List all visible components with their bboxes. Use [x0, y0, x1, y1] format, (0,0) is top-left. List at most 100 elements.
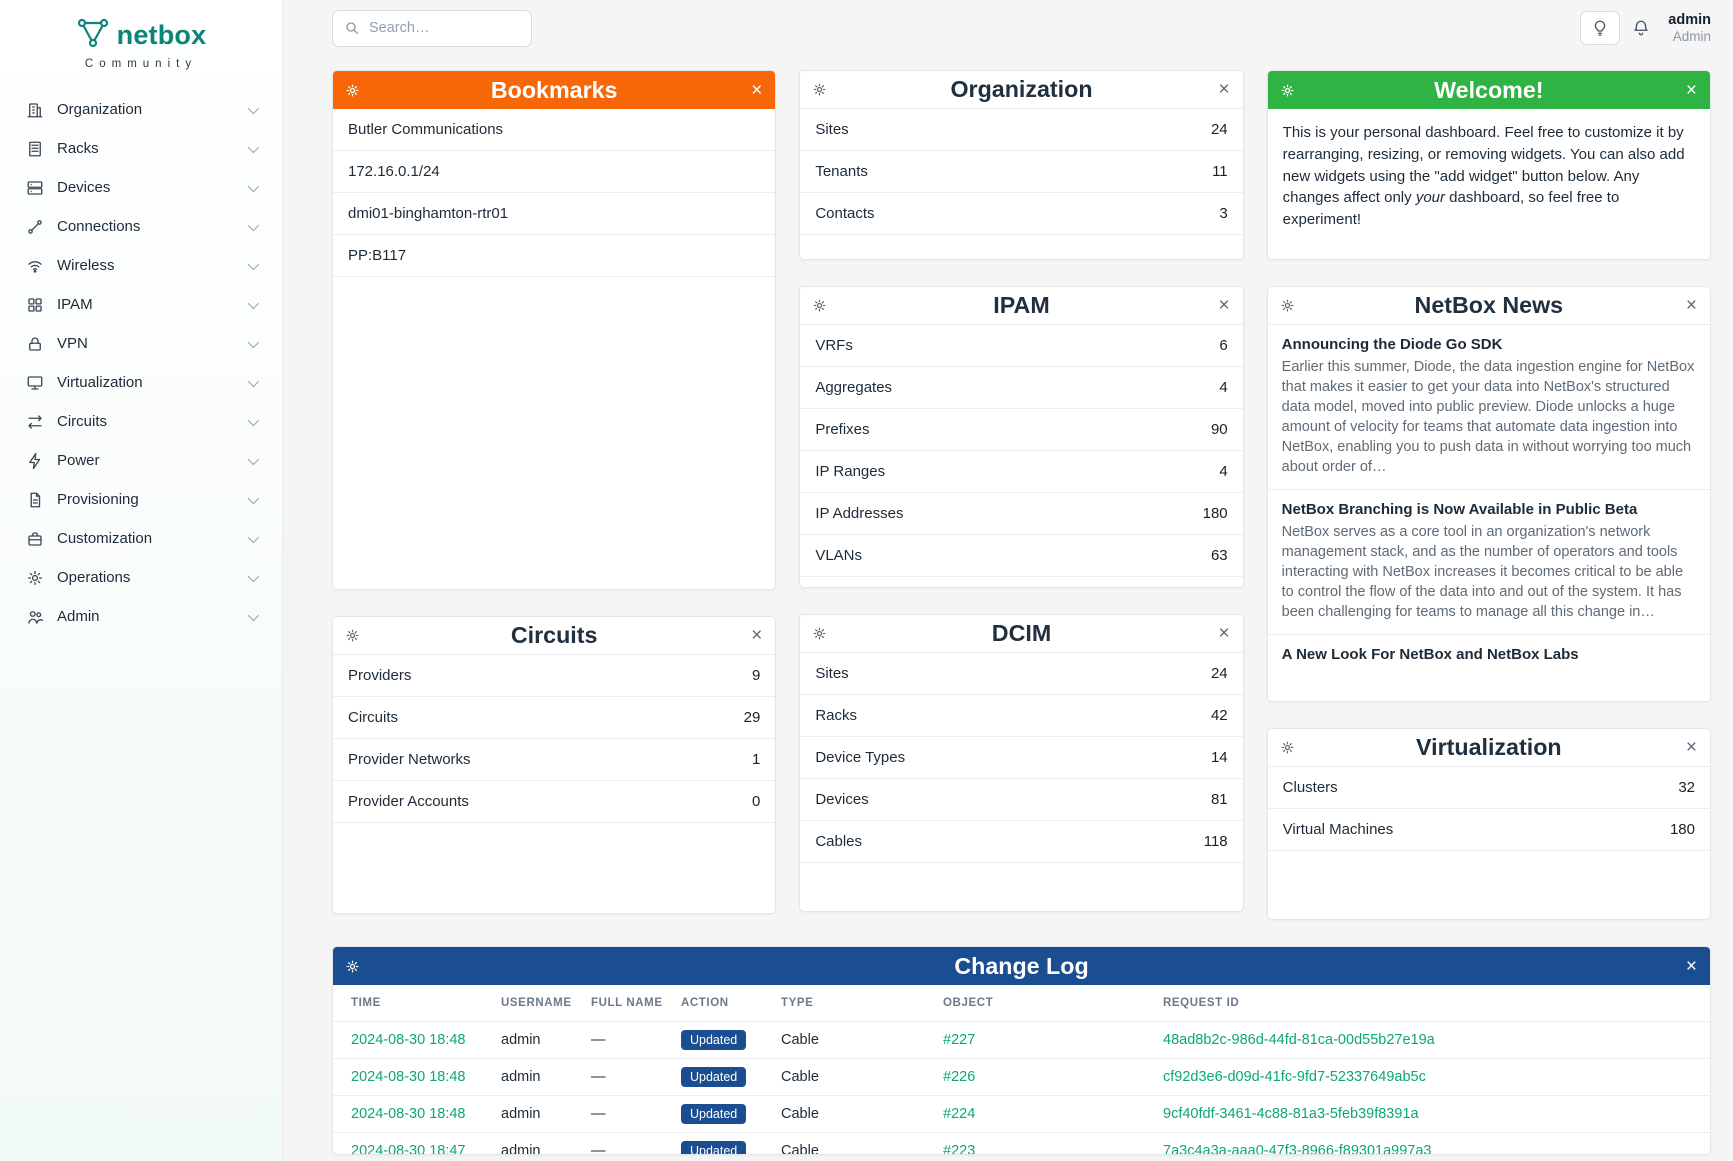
stat-row[interactable]: Circuits 29 — [333, 697, 776, 739]
sidebar-item-virtualization[interactable]: Virtualization — [0, 363, 282, 402]
stat-row[interactable]: Tenants 11 — [800, 151, 1243, 193]
widget-close-icon[interactable]: × — [1219, 71, 1230, 108]
changelog-object-link[interactable]: #226 — [943, 1069, 976, 1085]
dashboard: Bookmarks × Butler Communications 172.16… — [283, 56, 1733, 1161]
stat-row[interactable]: Clusters 32 — [1267, 767, 1710, 809]
column-header-time: TIME — [351, 997, 381, 1009]
sidebar-item-provisioning[interactable]: Provisioning — [0, 480, 282, 519]
widget-config-gear-icon[interactable] — [1280, 287, 1295, 324]
changelog-object-link[interactable]: #227 — [943, 1032, 976, 1048]
widget-config-gear-icon[interactable] — [1280, 71, 1295, 109]
bookmark-link[interactable]: Butler Communications — [333, 109, 776, 151]
bookmark-link[interactable]: PP:B117 — [333, 235, 776, 277]
stat-label: Sites — [815, 121, 849, 138]
chevron-down-icon — [247, 492, 260, 504]
changelog-time-link[interactable]: 2024-08-30 18:47 — [351, 1143, 466, 1154]
changelog-full-name: — — [591, 1069, 606, 1085]
bookmark-link[interactable]: 172.16.0.1/24 — [333, 151, 776, 193]
widget-config-gear-icon[interactable] — [812, 287, 827, 324]
changelog-time-link[interactable]: 2024-08-30 18:48 — [351, 1032, 466, 1048]
sidebar-item-vpn[interactable]: VPN — [0, 324, 282, 363]
widget-close-icon[interactable]: × — [1686, 71, 1697, 109]
changelog-object-link[interactable]: #223 — [943, 1143, 976, 1154]
circuits-icon — [26, 413, 44, 431]
user-menu[interactable]: admin Admin — [1668, 12, 1711, 44]
news-link[interactable]: NetBox Branching is Now Available in Pub… — [1281, 501, 1638, 518]
stat-value: 14 — [1210, 749, 1228, 766]
widget-config-gear-icon[interactable] — [1280, 729, 1295, 766]
widget-close-icon[interactable]: × — [1686, 729, 1697, 766]
widget-change-log: Change Log × TIME USERNAME FULL NAME ACT… — [332, 946, 1711, 1155]
widget-config-gear-icon[interactable] — [345, 71, 360, 109]
stat-row[interactable]: Contacts 3 — [800, 193, 1243, 235]
sidebar-item-label: VPN — [57, 335, 88, 352]
widget-dcim: DCIM × Sites 24 Racks 42 Device Types 14 De… — [799, 614, 1244, 912]
changelog-request-id-link[interactable]: cf92d3e6-d09d-41fc-9fd7-52337649ab5c — [1163, 1069, 1426, 1085]
sidebar-item-ipam[interactable]: IPAM — [0, 285, 282, 324]
changelog-time-link[interactable]: 2024-08-30 18:48 — [351, 1069, 466, 1085]
action-badge: Updated — [681, 1030, 747, 1050]
action-badge: Updated — [681, 1141, 747, 1154]
stat-row[interactable]: IP Ranges 4 — [800, 451, 1243, 493]
stat-label: Prefixes — [815, 421, 870, 438]
widget-config-gear-icon[interactable] — [345, 617, 360, 654]
stat-row[interactable]: Provider Networks 1 — [333, 739, 776, 781]
news-item: Announcing the Diode Go SDK Earlier this… — [1267, 325, 1710, 490]
widget-config-gear-icon[interactable] — [345, 947, 360, 985]
widget-close-icon[interactable]: × — [1686, 947, 1697, 985]
changelog-request-id-link[interactable]: 7a3c4a3a-aaa0-47f3-8966-f89301a997a3 — [1163, 1143, 1432, 1154]
sidebar-item-operations[interactable]: Operations — [0, 558, 282, 597]
widget-close-icon[interactable]: × — [751, 71, 762, 109]
stat-value: 11 — [1212, 163, 1228, 180]
vpn-lock-icon — [26, 335, 44, 353]
widget-close-icon[interactable]: × — [1219, 615, 1230, 652]
netbox-logo-icon — [76, 16, 110, 54]
news-summary: NetBox serves as a core tool in an organ… — [1281, 524, 1684, 620]
welcome-text: This is your personal dashboard. Feel fr… — [1282, 124, 1685, 228]
sidebar-item-customization[interactable]: Customization — [0, 519, 282, 558]
stat-row[interactable]: Provider Accounts 0 — [333, 781, 776, 823]
stat-value: 6 — [1219, 337, 1228, 354]
widget-close-icon[interactable]: × — [1219, 287, 1230, 324]
stat-row[interactable]: IP Addresses 180 — [800, 493, 1243, 535]
stat-row[interactable]: Aggregates 4 — [800, 367, 1243, 409]
widget-close-icon[interactable]: × — [1686, 287, 1697, 324]
stat-row[interactable]: Virtual Machines 180 — [1267, 809, 1710, 851]
changelog-object-link[interactable]: #224 — [943, 1106, 976, 1122]
changelog-full-name: — — [591, 1032, 606, 1048]
stat-row[interactable]: Prefixes 90 — [800, 409, 1243, 451]
brand-home-link[interactable]: netbox Community — [0, 0, 282, 76]
stat-row[interactable]: Device Types 14 — [800, 737, 1243, 779]
widget-config-gear-icon[interactable] — [812, 615, 827, 652]
changelog-time-link[interactable]: 2024-08-30 18:48 — [351, 1106, 466, 1122]
bookmark-link[interactable]: dmi01-binghamton-rtr01 — [333, 193, 776, 235]
stat-label: Circuits — [348, 709, 399, 726]
search-box[interactable] — [332, 9, 532, 47]
stat-row[interactable]: Racks 42 — [800, 695, 1243, 737]
stat-row[interactable]: Providers 9 — [333, 655, 776, 697]
sidebar-item-circuits[interactable]: Circuits — [0, 402, 282, 441]
stat-row[interactable]: VLANs 63 — [800, 535, 1243, 577]
widget-config-gear-icon[interactable] — [812, 71, 827, 108]
stat-row[interactable]: Cables 118 — [800, 821, 1243, 863]
sidebar-item-racks[interactable]: Racks — [0, 129, 282, 168]
stat-row[interactable]: Sites 24 — [800, 109, 1243, 151]
sidebar-item-label: Wireless — [57, 257, 115, 274]
sidebar-item-connections[interactable]: Connections — [0, 207, 282, 246]
sidebar-item-wireless[interactable]: Wireless — [0, 246, 282, 285]
theme-toggle-button[interactable] — [1580, 11, 1621, 45]
news-link[interactable]: Announcing the Diode Go SDK — [1281, 336, 1503, 353]
sidebar-item-power[interactable]: Power — [0, 441, 282, 480]
sidebar-item-devices[interactable]: Devices — [0, 168, 282, 207]
widget-close-icon[interactable]: × — [751, 617, 762, 654]
search-input[interactable] — [369, 20, 520, 36]
changelog-request-id-link[interactable]: 48ad8b2c-986d-44fd-81ca-00d55b27e19a — [1163, 1032, 1435, 1048]
notifications-button[interactable] — [1632, 19, 1650, 37]
stat-row[interactable]: Devices 81 — [800, 779, 1243, 821]
stat-row[interactable]: VRFs 6 — [800, 325, 1243, 367]
news-link[interactable]: A New Look For NetBox and NetBox Labs — [1281, 646, 1579, 663]
stat-row[interactable]: Sites 24 — [800, 653, 1243, 695]
changelog-request-id-link[interactable]: 9cf40fdf-3461-4c88-81a3-5feb39f8391a — [1163, 1106, 1419, 1122]
sidebar-item-organization[interactable]: Organization — [0, 90, 282, 129]
sidebar-item-admin[interactable]: Admin — [0, 597, 282, 636]
